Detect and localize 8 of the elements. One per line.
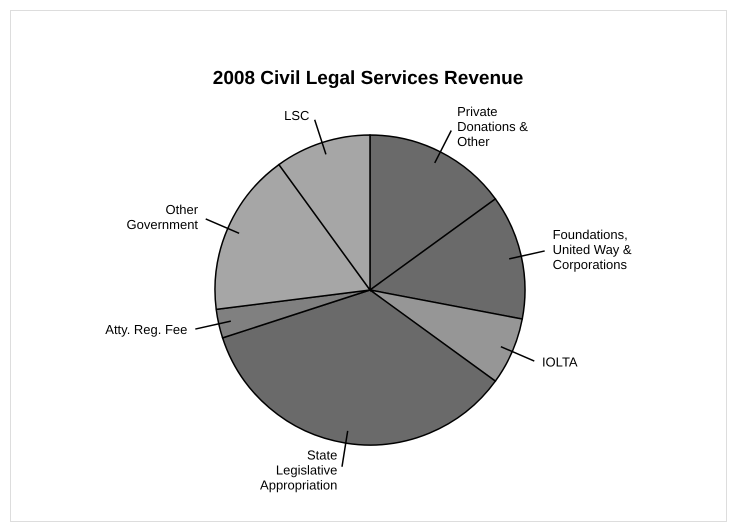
slice-label: Other Government (126, 202, 199, 232)
slice-label: Private Donations & Other (457, 104, 528, 149)
slice-label: Foundations, United Way & Corporations (552, 227, 632, 272)
chart-title: 2008 Civil Legal Services Revenue (212, 68, 524, 89)
slice-label: Atty. Reg. Fee (105, 322, 188, 337)
slice-label: IOLTA (542, 354, 578, 370)
slice-label: LSC (284, 108, 310, 123)
slice-label: State Legislative Appropriation (260, 448, 338, 493)
